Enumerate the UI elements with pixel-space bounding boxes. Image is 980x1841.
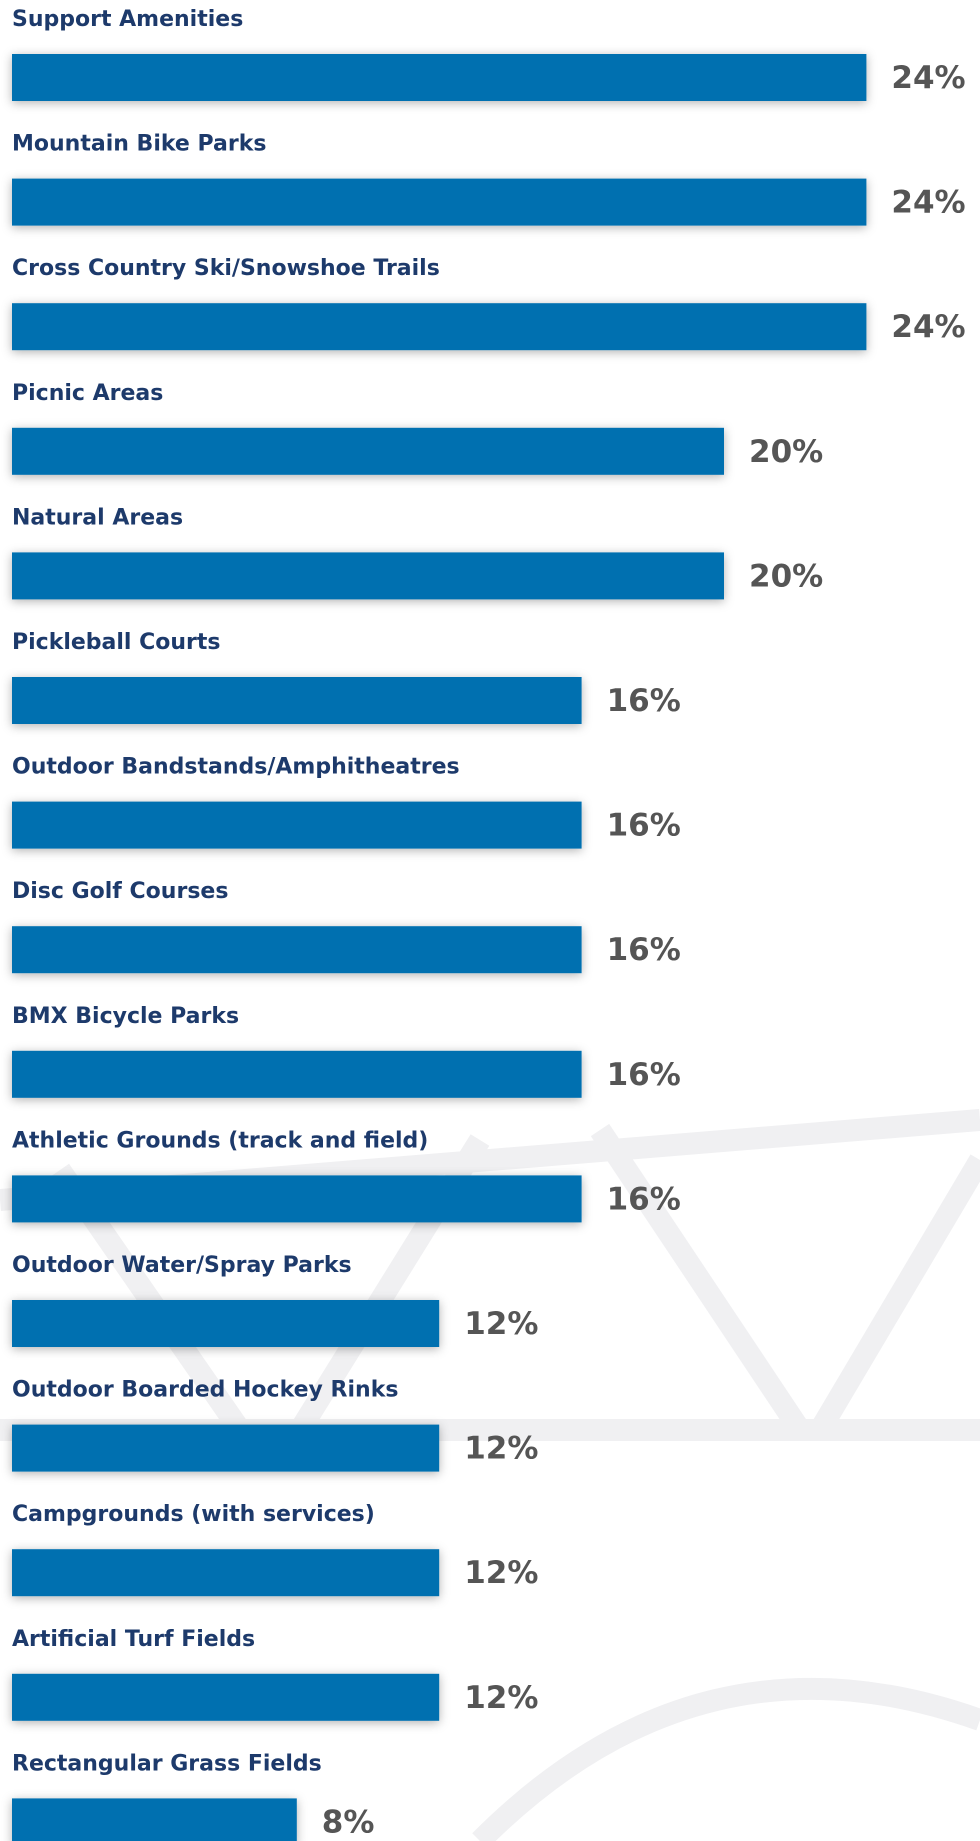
category-label: Campgrounds (with services) <box>12 1502 375 1527</box>
bar <box>12 1424 440 1472</box>
value-label: 16% <box>607 1181 681 1217</box>
value-label: 16% <box>607 1057 681 1093</box>
category-label: Athletic Grounds (track and field) <box>12 1128 428 1153</box>
category-label: BMX Bicycle Parks <box>12 1004 239 1029</box>
category-label: Mountain Bike Parks <box>12 132 266 157</box>
category-label: Pickleball Courts <box>12 630 221 655</box>
bar <box>12 54 867 101</box>
bar <box>12 178 867 226</box>
bar <box>12 801 582 849</box>
bar <box>12 552 724 600</box>
bar <box>12 1673 440 1721</box>
bar <box>12 1549 440 1597</box>
bar <box>12 1300 440 1347</box>
value-label: 20% <box>749 558 823 594</box>
category-label: Picnic Areas <box>12 381 163 406</box>
value-label: 12% <box>464 1431 538 1467</box>
bg-beam <box>590 1123 810 1437</box>
category-label: Rectangular Grass Fields <box>12 1751 322 1776</box>
bar <box>12 303 867 351</box>
bar <box>12 677 582 724</box>
bg-wave <box>472 1677 980 1841</box>
background-pattern <box>0 1109 980 1841</box>
category-label: Disc Golf Courses <box>12 879 228 904</box>
value-label: 20% <box>749 434 823 470</box>
value-label: 8% <box>322 1804 375 1840</box>
category-label: Outdoor Boarded Hockey Rinks <box>12 1378 398 1403</box>
bar <box>12 427 724 475</box>
category-label: Natural Areas <box>12 505 183 530</box>
bg-beam <box>810 1154 980 1436</box>
value-label: 24% <box>891 185 965 221</box>
value-label: 24% <box>891 309 965 345</box>
value-label: 16% <box>607 808 681 844</box>
bar <box>12 1050 582 1098</box>
value-label: 16% <box>607 932 681 968</box>
value-label: 12% <box>464 1306 538 1342</box>
value-label: 12% <box>464 1555 538 1591</box>
category-label: Outdoor Bandstands/Amphitheatres <box>12 755 460 780</box>
category-label: Cross Country Ski/Snowshoe Trails <box>12 256 440 281</box>
category-label: Outdoor Water/Spray Parks <box>12 1253 352 1278</box>
category-label: Support Amenities <box>12 7 243 32</box>
bar <box>12 1798 297 1841</box>
value-label: 12% <box>464 1680 538 1716</box>
value-label: 24% <box>891 60 965 96</box>
category-label: Artificial Turf Fields <box>12 1627 255 1652</box>
bar <box>12 1175 582 1223</box>
value-label: 16% <box>607 683 681 719</box>
bar <box>12 926 582 974</box>
